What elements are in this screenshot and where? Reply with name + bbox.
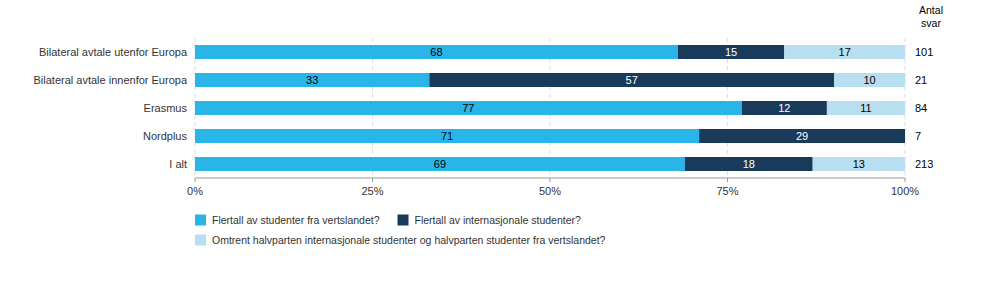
data-label: 68 [430,46,442,58]
bar [195,101,742,115]
bar [685,157,813,171]
legend-item: Flertall av internasjonale studenter? [398,214,582,226]
bar [678,45,785,59]
category-label: Bilateral avtale utenfor Europa [39,46,188,58]
data-label: 10 [863,74,875,86]
bar [195,45,678,59]
count-label: 21 [915,74,927,86]
bar [699,129,905,143]
x-axis: 0% 25% 50% 75% 100% [187,178,919,197]
tick-label: 75% [716,185,738,197]
tick-label: 50% [539,185,561,197]
tick-mark [195,178,196,182]
bar [813,157,905,171]
data-label: 18 [743,158,755,170]
tick-label: 25% [361,185,383,197]
bar [742,101,827,115]
bar [195,73,429,87]
legend-swatch [398,215,409,226]
tick-mark [550,178,551,182]
legend-swatch [195,215,206,226]
tick-mark [905,178,906,182]
bar [195,129,699,143]
tick-mark [727,178,728,182]
axis-line [195,178,905,179]
annotation-text: Antalsvar [919,4,943,29]
tick-mark [372,178,373,182]
count-label: 213 [915,158,933,170]
legend-swatch [195,235,206,246]
data-label: 77 [462,102,474,114]
category-label: Bilateral avtale innenfor Europa [34,74,188,86]
bar [827,101,905,115]
legend-item: Flertall av studenter fra vertslandet? [195,214,380,226]
legend-label: Flertall av internasjonale studenter? [415,214,582,226]
annotation: Antalsvar 101 21 84 7 213 [915,4,943,170]
bar [834,73,905,87]
annotation-line: svar [921,17,941,29]
data-label: 13 [853,158,865,170]
legend-item: Omtrent halvparten internasjonale studen… [195,234,606,246]
count-label: 101 [915,46,933,58]
category-label: Erasmus [144,102,188,114]
data-labels: 68 33 77 71 69 15 57 12 29 18 17 10 11 13 [306,46,876,170]
category-label: I alt [169,158,187,170]
grid [195,38,905,178]
tick-label: 0% [187,185,203,197]
data-label: 33 [306,74,318,86]
data-label: 12 [778,102,790,114]
legend-label: Omtrent halvparten internasjonale studen… [212,234,606,246]
bar [195,157,685,171]
data-label: 57 [626,74,638,86]
chart: 0% 25% 50% 75% 100% Bilateral avtale utenfor … [0,0,1005,286]
data-label: 69 [434,158,446,170]
bar [905,129,906,143]
count-label: 84 [915,102,927,114]
legend: Flertall av studenter fra vertslandet? Fl… [195,214,606,246]
data-label: 15 [725,46,737,58]
tick-label: 100% [891,185,919,197]
bar [784,45,905,59]
annotation-line: Antal [919,4,943,16]
data-label: 71 [441,130,453,142]
count-label: 7 [915,130,921,142]
bars [195,45,905,171]
data-label: 29 [796,130,808,142]
category-label: Nordplus [143,130,188,142]
data-label: 11 [860,102,871,114]
legend-label: Flertall av studenter fra vertslandet? [212,214,380,226]
bar [429,73,834,87]
data-label: 17 [839,46,851,58]
y-axis: Bilateral avtale utenfor Europa Bilateral… [34,46,188,170]
